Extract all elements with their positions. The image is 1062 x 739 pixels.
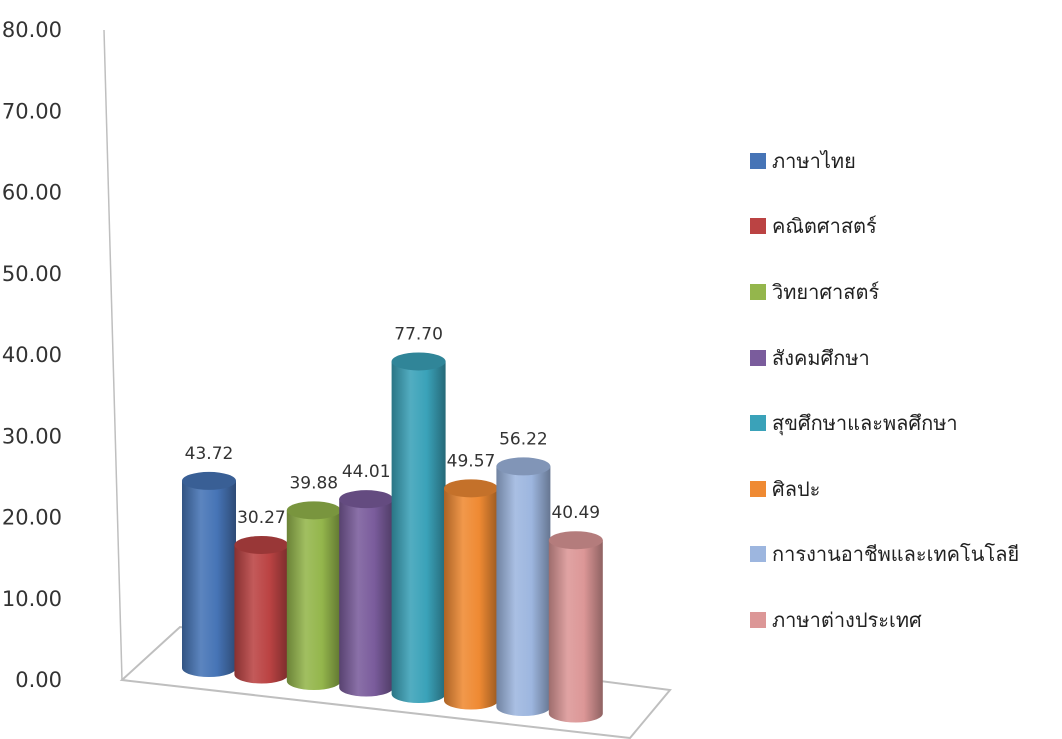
y-axis-ticks: 0.00 10.00 20.00 30.00 40.00 50.00 60.00 70.00 8…: [2, 18, 62, 692]
bar: [339, 490, 394, 697]
bar-top: [496, 457, 551, 476]
floor-plane: [119, 625, 672, 739]
legend-swatch: [750, 152, 766, 169]
y-axis-line: [103, 29, 123, 681]
legend-swatch: [750, 415, 766, 432]
bar: [391, 352, 446, 703]
bar-top: [444, 479, 498, 498]
bar-top: [548, 531, 603, 550]
bar-body: [286, 510, 341, 690]
y-tick-label: 0.00: [15, 668, 62, 692]
bar-body: [444, 488, 498, 710]
legend-label: สุขศึกษาและพลศึกษา: [772, 411, 958, 436]
data-label: 44.01: [342, 462, 391, 482]
bar-top: [182, 471, 236, 490]
bar-series: [182, 352, 603, 723]
y-tick-label: 80.00: [2, 18, 62, 42]
data-label: 39.88: [289, 473, 338, 493]
y-tick-label: 70.00: [2, 99, 62, 123]
legend-label: สังคมศึกษา: [772, 345, 870, 370]
y-tick-label: 60.00: [2, 181, 62, 205]
legend-label: คณิตศาสตร์: [772, 214, 877, 239]
legend-swatch: [750, 349, 766, 366]
bar-body: [182, 480, 236, 677]
legend-label: ภาษาต่างประเทศ: [772, 607, 922, 632]
bar: [496, 457, 551, 716]
legend-item: ภาษาต่างประเทศ: [750, 587, 1019, 653]
legend-swatch: [750, 480, 766, 497]
data-label: 77.70: [394, 324, 443, 344]
legend-label: การงานอาชีพและเทคโนโลยี: [772, 542, 1020, 567]
legend-swatch: [750, 611, 766, 628]
bar: [444, 479, 498, 710]
bar-top: [391, 352, 446, 371]
data-label: 56.22: [499, 429, 548, 449]
data-label: 43.72: [185, 444, 234, 464]
y-tick-label: 10.00: [2, 587, 62, 611]
legend-label: วิทยาศาสตร์: [772, 279, 880, 304]
legend-item: สุขศึกษาและพลศึกษา: [750, 390, 1019, 456]
y-tick-label: 30.00: [2, 424, 62, 448]
chart-legend: ภาษาไทยคณิตศาสตร์วิทยาศาสตร์สังคมศึกษาสุ…: [750, 128, 1019, 653]
legend-item: ศิลปะ: [750, 456, 1019, 522]
bar: [234, 535, 289, 684]
bar-top: [286, 501, 341, 520]
bar-body: [548, 540, 603, 723]
bar-body: [391, 361, 446, 703]
chart-axes: [103, 29, 672, 739]
y-tick-label: 20.00: [2, 506, 62, 530]
legend-label: ศิลปะ: [772, 476, 821, 501]
bar: [286, 501, 341, 690]
legend-swatch: [750, 283, 766, 300]
legend-label: ภาษาไทย: [772, 148, 856, 173]
legend-item: ภาษาไทย: [750, 128, 1019, 194]
bar-body: [496, 466, 551, 716]
data-label: 40.49: [551, 503, 600, 523]
bar: [548, 531, 603, 723]
y-tick-label: 50.00: [2, 262, 62, 286]
data-label: 49.57: [447, 451, 496, 471]
bar-top: [339, 490, 394, 509]
bar-body: [234, 544, 289, 684]
legend-item: การงานอาชีพและเทคโนโลยี: [750, 522, 1019, 588]
legend-item: คณิตศาสตร์: [750, 194, 1019, 260]
legend-item: สังคมศึกษา: [750, 325, 1019, 391]
legend-item: วิทยาศาสตร์: [750, 259, 1019, 325]
bar-top: [234, 535, 289, 554]
legend-swatch: [750, 546, 766, 563]
bar: [182, 471, 236, 677]
y-tick-label: 40.00: [2, 343, 62, 367]
bar-body: [339, 499, 394, 697]
legend-swatch: [750, 218, 766, 235]
data-label: 30.27: [237, 508, 286, 528]
